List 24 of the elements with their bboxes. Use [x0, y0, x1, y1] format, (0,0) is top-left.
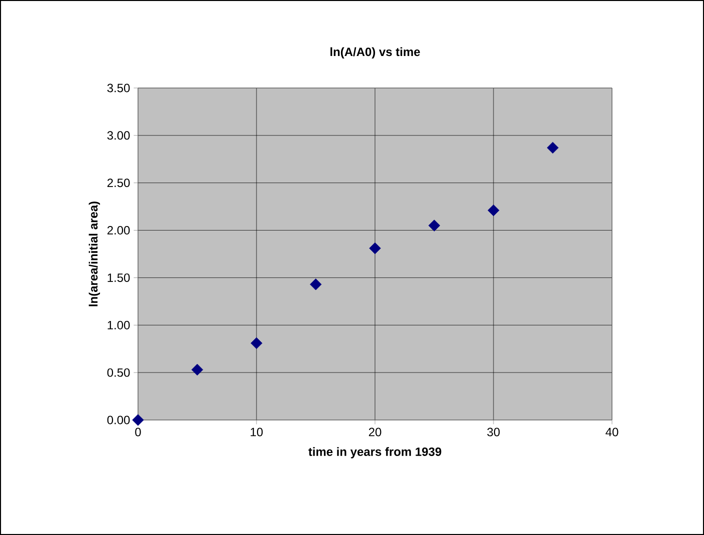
- x-tick-label: 0: [135, 428, 141, 436]
- y-tick-label: 0.00: [107, 416, 130, 424]
- point: [488, 204, 500, 216]
- y-axis-title: ln(area/initial area): [88, 202, 100, 306]
- x-tick-label: 40: [606, 428, 618, 436]
- y-tick-label: 2.50: [107, 178, 130, 188]
- point: [546, 142, 559, 154]
- y-tick-label: 1.00: [108, 320, 130, 330]
- point: [310, 278, 322, 290]
- y-tick-label: 3.50: [107, 84, 130, 92]
- chart-title: ln(A/A0) vs time: [330, 47, 420, 58]
- y-tick-label: 1.50: [108, 273, 130, 282]
- point: [428, 220, 440, 232]
- x-tick-label: 10: [250, 428, 263, 436]
- x-axis-title: time in years from 1939: [308, 447, 442, 458]
- point: [250, 337, 262, 350]
- point: [132, 414, 144, 426]
- point: [191, 364, 204, 376]
- y-tick-label: 0.50: [107, 368, 130, 377]
- point: [369, 242, 381, 254]
- y-tick-label: 3.00: [107, 131, 130, 140]
- y-tick-label: 2.00: [107, 226, 130, 235]
- x-tick-label: 20: [368, 428, 382, 436]
- x-tick-label: 30: [487, 428, 500, 436]
